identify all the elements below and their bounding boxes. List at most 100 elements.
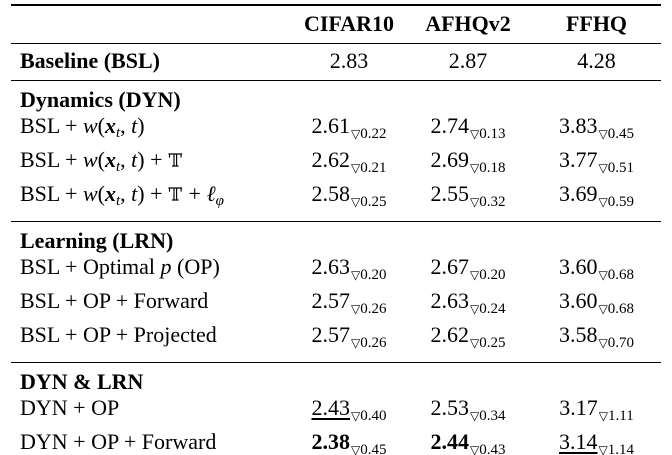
delta-value: 0.40: [360, 408, 387, 424]
metric-value-group: 2.62▽0.21: [312, 147, 387, 176]
metric-value-group: 2.67▽0.20: [430, 254, 506, 283]
metric-value: 2.63: [311, 254, 351, 279]
metric-cell: 2.67▽0.20: [418, 254, 518, 288]
delta-value: 0.20: [360, 267, 387, 283]
metric-cell: 3.58▽0.70: [518, 322, 661, 363]
metric-value: 2.57: [311, 288, 351, 313]
metric-value: 2.87: [448, 48, 488, 73]
metric-cell: 3.14▽1.14: [518, 429, 661, 455]
metric-value: 2.55: [430, 181, 470, 206]
label-segment: DYN + OP: [20, 395, 120, 420]
label-segment: ): [137, 113, 145, 138]
metric-value-group: 3.77▽0.51: [559, 147, 634, 176]
section-title: Learning (LRN): [20, 228, 174, 253]
method-label: BSL + Optimal p (OP): [11, 254, 280, 288]
table-row: BSL + w(xt, t) + 2.62▽0.21 2.69▽0.18 3.77▽…: [11, 147, 661, 181]
delta-subscript: ▽0.32: [470, 194, 505, 210]
decrease-triangle-icon: ▽: [470, 409, 480, 423]
decrease-triangle-icon: ▽: [470, 127, 480, 141]
decrease-triangle-icon: ▽: [470, 443, 480, 455]
delta-value: 0.25: [360, 194, 387, 210]
decrease-triangle-icon: ▽: [598, 336, 608, 350]
label-segment: DYN + OP + Forward: [20, 429, 217, 454]
metric-cell: 3.83▽0.45: [518, 113, 661, 147]
metric-value: 2.67: [430, 254, 470, 279]
decrease-triangle-icon: ▽: [598, 161, 608, 175]
method-label: DYN + OP + Forward: [11, 429, 280, 455]
delta-value: 0.21: [360, 160, 387, 176]
metric-cell: 3.60▽0.68: [518, 288, 661, 322]
delta-value: 1.11: [608, 408, 634, 424]
header-row: CIFAR10 AFHQv2 FFHQ: [11, 5, 661, 44]
metric-cell: 2.63▽0.20: [280, 254, 418, 288]
delta-subscript: ▽0.68: [599, 267, 634, 283]
label-segment: BSL + Optimal: [20, 254, 161, 279]
label-segment: t: [131, 113, 138, 138]
metric-value: 2.83: [329, 48, 369, 73]
decrease-triangle-icon: ▽: [470, 195, 480, 209]
table-row: BSL + OP + Projected 2.57▽0.26 2.62▽0.25 3.…: [11, 322, 661, 363]
metric-cell: 2.63▽0.24: [418, 288, 518, 322]
table-row: BSL + w(xt, t) + + ℓφ 2.58▽0.25 2.55▽0.32 3…: [11, 181, 661, 222]
label-segment: (OP): [171, 254, 220, 279]
metric-value: 2.74: [430, 113, 470, 138]
metric-value-group: 2.57▽0.26: [311, 288, 387, 317]
header-empty-cell: [11, 5, 280, 44]
label-segment: t: [131, 181, 138, 206]
delta-value: 0.13: [479, 126, 506, 142]
metric-value: 4.28: [577, 48, 616, 73]
label-segment: t: [115, 125, 121, 141]
label-segment: +: [144, 181, 169, 206]
delta-subscript: ▽0.20: [351, 267, 386, 283]
label-segment: Baseline (BSL): [20, 48, 160, 73]
delta-subscript: ▽0.26: [351, 301, 386, 317]
metric-cell: 2.62▽0.25: [418, 322, 518, 363]
label-segment: x: [104, 181, 116, 206]
metric-value: 3.83: [559, 113, 598, 138]
metric-value: 3.77: [559, 147, 598, 172]
metric-value: 2.44: [430, 429, 470, 454]
metric-cell: 2.83: [280, 43, 418, 81]
decrease-triangle-icon: ▽: [351, 302, 361, 316]
table-row: DYN + OP + Forward 2.38▽0.45 2.44▽0.43 3.14…: [11, 429, 661, 455]
table-row: Baseline (BSL) 2.83 2.87 4.28: [11, 43, 661, 81]
delta-subscript: ▽0.45: [351, 442, 386, 455]
decrease-triangle-icon: ▽: [598, 127, 608, 141]
label-segment: w: [82, 113, 98, 138]
decrease-triangle-icon: ▽: [598, 443, 608, 455]
label-segment: w: [82, 181, 98, 206]
decrease-triangle-icon: ▽: [351, 336, 361, 350]
label-segment: ℓ: [206, 181, 216, 206]
delta-subscript: ▽0.45: [599, 126, 634, 142]
table-row: BSL + OP + Forward 2.57▽0.26 2.63▽0.24 3.60…: [11, 288, 661, 322]
metric-value: 2.63: [430, 288, 470, 313]
method-label: BSL + w(xt, t): [11, 113, 280, 147]
column-header-afhqv2: AFHQv2: [418, 5, 518, 44]
label-segment: +: [144, 147, 169, 172]
label-segment: t: [115, 193, 121, 209]
metric-value-group: 2.61▽0.22: [312, 113, 387, 142]
decrease-triangle-icon: ▽: [351, 161, 361, 175]
delta-value: 0.68: [607, 267, 634, 283]
label-segment: (: [97, 113, 105, 138]
metric-value-group: 2.83: [330, 48, 369, 73]
metric-cell: 2.43▽0.40: [280, 395, 418, 429]
metric-value-group: 2.69▽0.18: [431, 147, 506, 176]
metric-value: 3.69: [559, 181, 598, 206]
delta-value: 0.45: [360, 442, 387, 455]
metric-cell: 2.58▽0.25: [280, 181, 418, 222]
decrease-triangle-icon: ▽: [598, 409, 609, 423]
delta-subscript: ▽0.24: [470, 301, 505, 317]
delta-subscript: ▽1.11: [599, 408, 634, 424]
table-section: DYN & LRN DYN + OP 2.43▽0.40 2.53▽0.34 3.17▽…: [11, 363, 661, 455]
column-header-cifar10: CIFAR10: [280, 5, 418, 44]
metric-cell: 2.69▽0.18: [418, 147, 518, 181]
metric-value-group: 2.53▽0.34: [430, 395, 506, 424]
delta-value: 1.14: [607, 442, 634, 455]
metric-value-group: 2.62▽0.25: [431, 322, 506, 351]
label-segment: t: [131, 147, 138, 172]
label-segment: ): [137, 181, 145, 206]
label-segment: BSL +: [20, 181, 83, 206]
method-label: Baseline (BSL): [11, 43, 280, 81]
metric-value: 2.53: [430, 395, 470, 420]
